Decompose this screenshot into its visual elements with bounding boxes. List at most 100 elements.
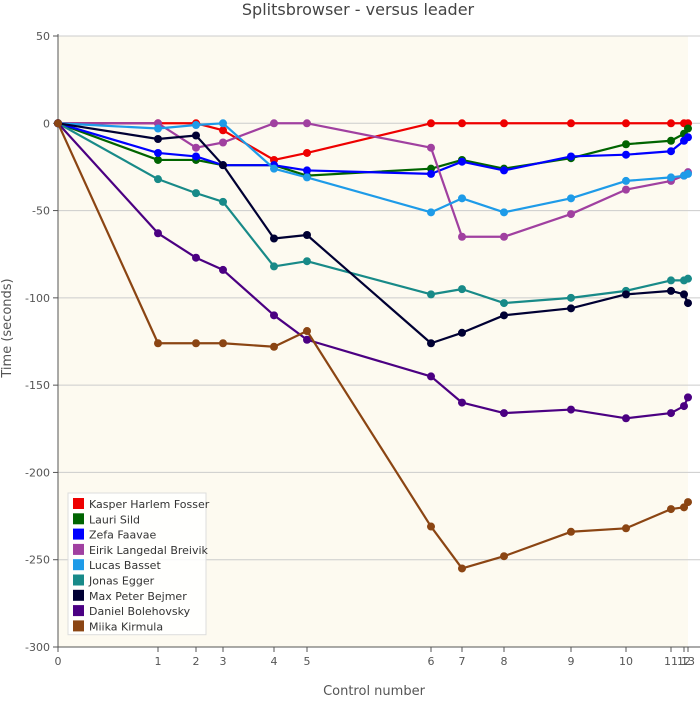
y-tick-label: 0 [43, 117, 50, 130]
x-tick-label: 7 [459, 655, 466, 668]
data-point [219, 339, 227, 348]
data-point [680, 290, 688, 299]
legend-label: Max Peter Bejmer [89, 590, 187, 603]
x-tick-label: 2 [193, 655, 200, 668]
data-point [622, 176, 630, 185]
data-point [270, 342, 278, 351]
y-tick-label: -200 [25, 466, 50, 479]
data-point [270, 311, 278, 320]
legend: Kasper Harlem Fosser Lauri Sild Zefa Faava… [67, 492, 210, 636]
legend-label: Lauri Sild [89, 513, 140, 526]
data-point [684, 498, 692, 507]
data-point [684, 299, 692, 308]
x-tick-label: 0 [55, 655, 62, 668]
series-group [54, 119, 692, 217]
data-point [622, 150, 630, 159]
legend-box [67, 492, 207, 636]
data-point [667, 286, 675, 295]
data-point [219, 126, 227, 135]
data-point [567, 194, 575, 203]
data-point [622, 140, 630, 149]
x-tick-label: 8 [501, 655, 508, 668]
data-point [154, 155, 162, 164]
data-point [427, 522, 435, 531]
legend-swatch [73, 574, 84, 586]
data-point [219, 161, 227, 170]
data-point [219, 119, 227, 128]
series-line [57, 122, 689, 176]
data-point [684, 124, 692, 133]
x-tick-label: 10 [619, 655, 633, 668]
legend-label: Zefa Faavae [89, 529, 156, 542]
data-point [303, 173, 311, 182]
legend-label: Kasper Harlem Fosser [89, 498, 210, 511]
data-point [458, 285, 466, 294]
data-point [303, 148, 311, 157]
data-point [219, 138, 227, 147]
y-tick-label: -300 [25, 641, 50, 654]
legend-swatch [73, 528, 84, 540]
data-point [303, 231, 311, 240]
data-point [500, 208, 508, 217]
x-tick-label: 3 [220, 655, 227, 668]
data-point [567, 405, 575, 414]
data-point [458, 232, 466, 241]
legend-swatch [73, 513, 84, 525]
data-point [622, 290, 630, 299]
data-point [458, 194, 466, 203]
x-tick-label: 4 [271, 655, 278, 668]
data-point [567, 210, 575, 219]
series-group [54, 119, 692, 178]
data-point [192, 339, 200, 348]
data-point [427, 169, 435, 178]
data-point [622, 524, 630, 533]
data-point [567, 527, 575, 536]
data-point [622, 119, 630, 128]
data-point [667, 136, 675, 145]
legend-label: Miika Kirmula [89, 620, 163, 633]
legend-label: Daniel Bolehovsky [89, 605, 191, 618]
series-line [57, 122, 689, 305]
data-point [500, 409, 508, 418]
data-point [192, 152, 200, 161]
x-tick-label: 13 [681, 655, 695, 668]
data-point [667, 119, 675, 128]
data-point [192, 131, 200, 140]
data-point [54, 119, 62, 128]
data-point [458, 119, 466, 128]
series-group [54, 119, 692, 573]
y-axis-label: Time (seconds) [0, 278, 15, 378]
data-point [684, 133, 692, 142]
data-point [270, 262, 278, 271]
data-point [684, 274, 692, 283]
series-line [58, 122, 689, 238]
data-point [458, 398, 466, 407]
data-point [680, 402, 688, 411]
x-tick-label: 9 [568, 655, 575, 668]
data-point [154, 175, 162, 184]
data-point [154, 339, 162, 348]
legend-label: Eirik Langedal Breivik [89, 544, 209, 557]
legend-swatch [73, 559, 84, 571]
data-point [270, 164, 278, 173]
data-point [427, 372, 435, 381]
data-point [219, 197, 227, 206]
data-point [622, 185, 630, 194]
legend-label: Jonas Egger [88, 575, 155, 588]
legend-swatch [73, 543, 84, 555]
data-point [567, 304, 575, 313]
data-point [684, 393, 692, 402]
data-point [667, 276, 675, 285]
legend-swatch [73, 605, 84, 617]
x-tick-label: 1 [155, 655, 162, 668]
data-point [500, 311, 508, 320]
data-point [667, 147, 675, 156]
data-point [458, 564, 466, 573]
legend-label: Lucas Basset [89, 559, 161, 572]
data-point [303, 327, 311, 336]
data-point [427, 290, 435, 299]
data-point [567, 293, 575, 302]
series-group [54, 119, 692, 423]
